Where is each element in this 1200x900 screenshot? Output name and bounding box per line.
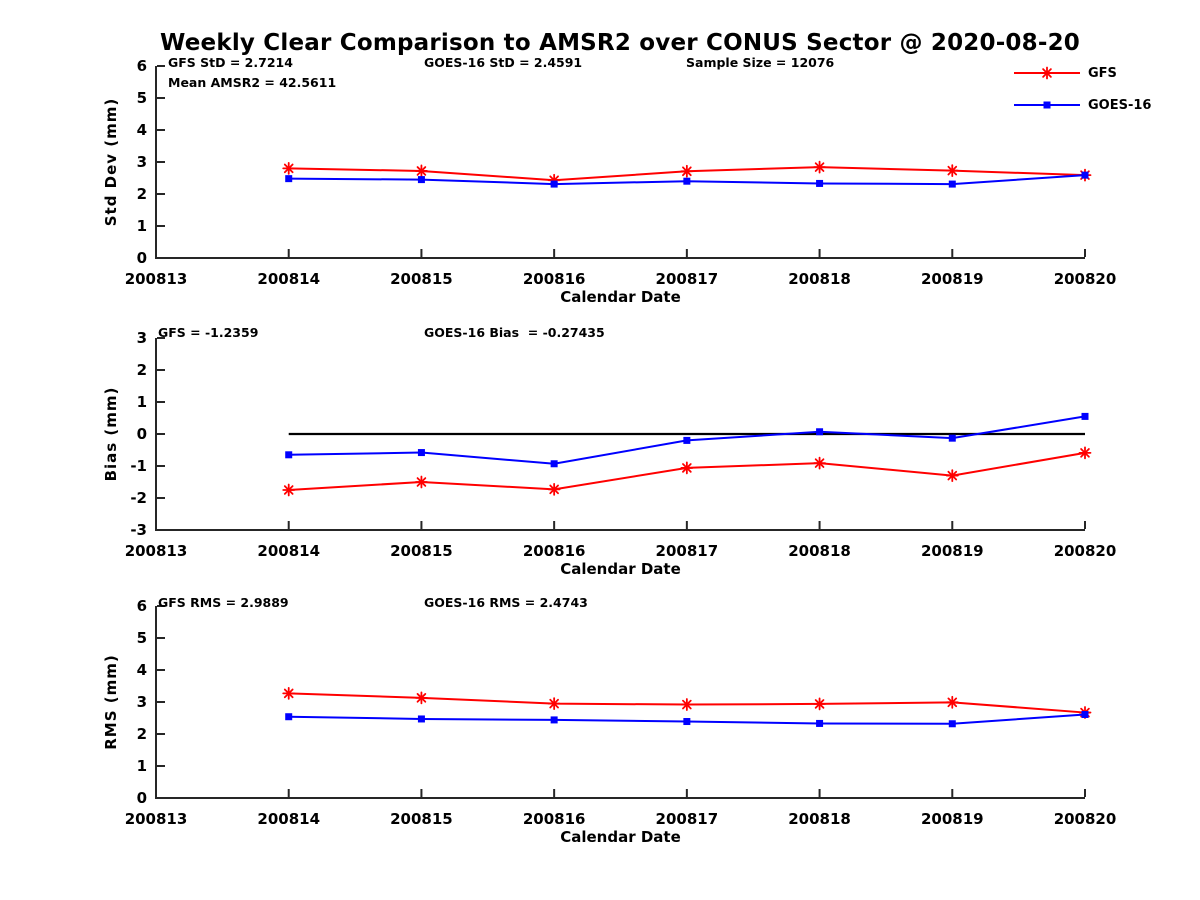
svg-text:0: 0 [137, 425, 147, 443]
legend-item-goes-16: GOES-16 [1014, 92, 1151, 118]
svg-text:200820: 200820 [1054, 542, 1117, 560]
svg-text:1: 1 [137, 393, 147, 411]
svg-text:4: 4 [137, 661, 147, 679]
svg-text:-3: -3 [130, 521, 147, 539]
y-axis-label-bias: Bias (mm) [102, 386, 120, 482]
svg-text:200814: 200814 [257, 270, 320, 288]
plot-area-bias: 3 2 1 0 -1 -2 -3 200813 200814 200815 200816 200817… [125, 329, 1117, 560]
annotation-goes-16-bias: GOES-16 Bias = -0.27435 [424, 325, 605, 340]
subplot-std-dev: Std Dev (mm) 0 1 2 3 4 5 6 200813 200814 200815 20… [102, 55, 1117, 306]
svg-text:3: 3 [137, 153, 147, 171]
svg-text:0: 0 [137, 789, 147, 807]
svg-text:200813: 200813 [125, 810, 188, 828]
goes-16-line-square-icon [1014, 101, 1080, 109]
svg-text:200817: 200817 [656, 542, 719, 560]
svg-text:5: 5 [137, 89, 147, 107]
svg-text:3: 3 [137, 329, 147, 347]
svg-text:1: 1 [137, 757, 147, 775]
subplot-rms: RMS (mm) 0 1 2 3 4 5 6 200813 200814 200815 200816… [102, 595, 1117, 846]
x-axis-label-calendar-date-1: Calendar Date [560, 288, 681, 306]
svg-text:200819: 200819 [921, 542, 984, 560]
svg-text:200819: 200819 [921, 810, 984, 828]
annotation-gfs-std: GFS StD = 2.7214 [168, 55, 293, 70]
svg-text:200820: 200820 [1054, 270, 1117, 288]
svg-text:200814: 200814 [257, 542, 320, 560]
figure-title: Weekly Clear Comparison to AMSR2 over CO… [159, 30, 1080, 56]
svg-text:200817: 200817 [656, 270, 719, 288]
svg-text:200814: 200814 [257, 810, 320, 828]
svg-text:200815: 200815 [390, 810, 453, 828]
legend-item-gfs: GFS [1014, 60, 1151, 86]
svg-text:200818: 200818 [788, 810, 851, 828]
annotation-sample-size: Sample Size = 12076 [686, 55, 835, 70]
annotation-mean-amsr2: Mean AMSR2 = 42.5611 [168, 75, 337, 90]
x-axis-label-calendar-date-3: Calendar Date [560, 828, 681, 846]
svg-text:200820: 200820 [1054, 810, 1117, 828]
plot-area-rms: 0 1 2 3 4 5 6 200813 200814 200815 200816 200817 200… [125, 597, 1117, 828]
svg-text:200818: 200818 [788, 270, 851, 288]
svg-text:4: 4 [137, 121, 147, 139]
svg-text:200815: 200815 [390, 270, 453, 288]
legend-label-goes-16: GOES-16 [1088, 97, 1152, 113]
svg-text:2: 2 [137, 361, 147, 379]
svg-text:200816: 200816 [523, 542, 586, 560]
svg-text:200815: 200815 [390, 542, 453, 560]
svg-text:-1: -1 [130, 457, 147, 475]
svg-text:6: 6 [137, 57, 147, 75]
svg-text:3: 3 [137, 693, 147, 711]
svg-text:5: 5 [137, 629, 147, 647]
svg-text:200817: 200817 [656, 810, 719, 828]
legend: GFS GOES-16 [1014, 60, 1151, 124]
annotation-gfs-rms: GFS RMS = 2.9889 [158, 595, 289, 610]
svg-text:200818: 200818 [788, 542, 851, 560]
svg-text:200819: 200819 [921, 270, 984, 288]
plot-area-std-dev: 0 1 2 3 4 5 6 200813 200814 200815 200816 200817 200… [125, 57, 1117, 288]
annotation-goes-16-rms: GOES-16 RMS = 2.4743 [424, 595, 588, 610]
svg-text:200813: 200813 [125, 270, 188, 288]
annotation-goes-16-std: GOES-16 StD = 2.4591 [424, 55, 583, 70]
x-axis-label-calendar-date-2: Calendar Date [560, 560, 681, 578]
y-axis-label-std-dev: Std Dev (mm) [102, 97, 120, 227]
svg-text:1: 1 [137, 217, 147, 235]
svg-text:2: 2 [137, 725, 147, 743]
legend-label-gfs: GFS [1088, 65, 1117, 81]
svg-text:-2: -2 [130, 489, 147, 507]
annotation-gfs-bias: GFS = -1.2359 [158, 325, 259, 340]
svg-text:2: 2 [137, 185, 147, 203]
svg-text:200816: 200816 [523, 270, 586, 288]
svg-text:0: 0 [137, 249, 147, 267]
subplot-bias: Bias (mm) 3 2 1 0 -1 -2 -3 200813 200814 200815 20… [102, 325, 1117, 578]
svg-text:200816: 200816 [523, 810, 586, 828]
y-axis-label-rms: RMS (mm) [102, 654, 120, 750]
svg-text:200813: 200813 [125, 542, 188, 560]
gfs-line-asterisk-icon [1014, 66, 1080, 80]
svg-text:6: 6 [137, 597, 147, 615]
